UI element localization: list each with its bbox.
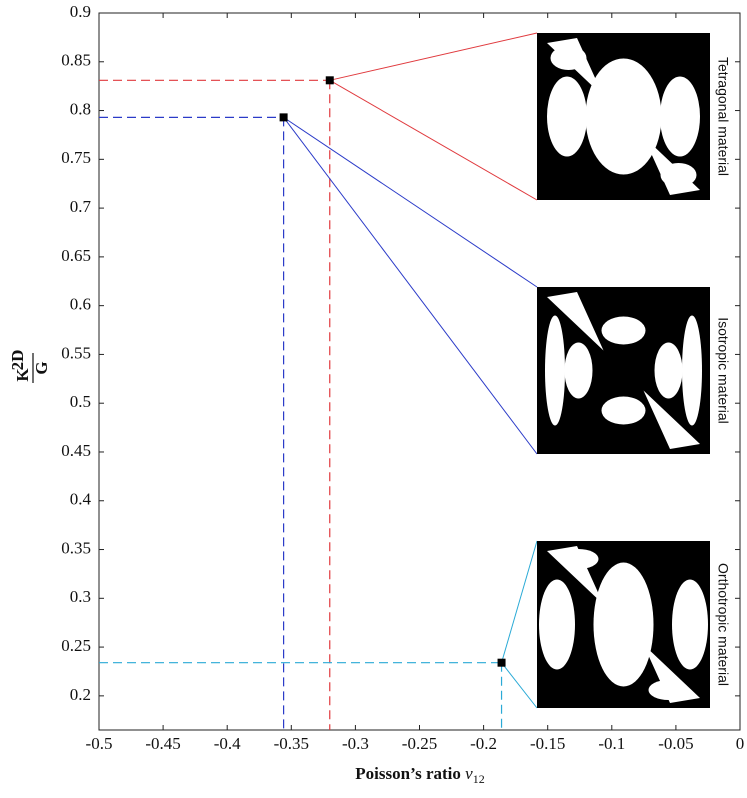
x-tick-label: 0 [736,734,745,753]
x-label-text: Poisson’s ratio [355,764,461,783]
point [325,76,334,85]
connector-line [329,79,538,201]
image-pattern [539,579,575,670]
image-pattern [654,342,683,399]
x-tick-label: -0.25 [402,734,437,753]
connector-line [283,117,538,455]
y-tick-label: 0.45 [61,441,91,460]
microstructure-image [537,541,710,708]
y-tick-label: 0.35 [61,538,91,557]
image-pattern [682,315,702,426]
x-axis-label: Poisson’s ratio ν12 [355,764,484,786]
x-tick-label: -0.1 [598,734,625,753]
x-label-symbol: ν [465,764,473,783]
y-tick-label: 0.25 [61,636,91,655]
x-tick-label: -0.5 [86,734,113,753]
y-tick-label: 0.9 [70,2,91,21]
connector-line [283,116,538,288]
connector-line [501,540,538,663]
y-tick-label: 0.85 [61,51,91,70]
x-tick-label: -0.45 [145,734,180,753]
y-tick-label: 0.65 [61,246,91,265]
y-label-denominator: G [32,361,51,374]
y-tick-label: 0.6 [70,295,91,314]
y-tick-label: 0.2 [70,685,91,704]
y-tick-label: 0.55 [61,343,91,362]
y-label-numerator: K [13,368,32,382]
x-tick-label: -0.3 [342,734,369,753]
image-pattern [545,315,565,426]
image-pattern [585,58,662,175]
point [279,113,288,122]
x-tick-label: -0.35 [274,734,309,753]
inset-label: Isotropic material [715,317,731,424]
image-pattern [564,342,593,399]
image-pattern [593,562,654,687]
connector-line [329,32,538,81]
x-tick-label: -0.2 [470,734,497,753]
image-pattern [672,579,708,670]
image-pattern [547,292,700,449]
image-pattern [547,546,700,703]
y-axis-label: K 2D G [8,350,51,383]
point [497,658,506,667]
connector-line [501,662,538,709]
y-tick-label: 0.3 [70,587,91,606]
image-pattern [601,316,646,345]
image-pattern [660,76,700,157]
y-tick-label: 0.75 [61,148,91,167]
x-tick-label: -0.05 [658,734,693,753]
y-tick-label: 0.5 [70,392,91,411]
image-pattern [601,396,646,425]
microstructure-image [537,287,710,454]
inset-label: Orthotropic material [715,563,731,686]
x-label-subscript: 12 [473,772,485,786]
inset-label: Tetragonal material [715,57,731,176]
x-tick-label: -0.15 [530,734,565,753]
y-tick-label: 0.8 [70,99,91,118]
y-tick-label: 0.7 [70,197,92,216]
y-label-superscript: 2D [8,350,27,371]
y-tick-label: 0.4 [70,490,92,509]
image-pattern [547,76,587,157]
image-pattern [547,38,700,195]
microstructure-image [537,33,710,200]
x-tick-label: -0.4 [214,734,241,753]
